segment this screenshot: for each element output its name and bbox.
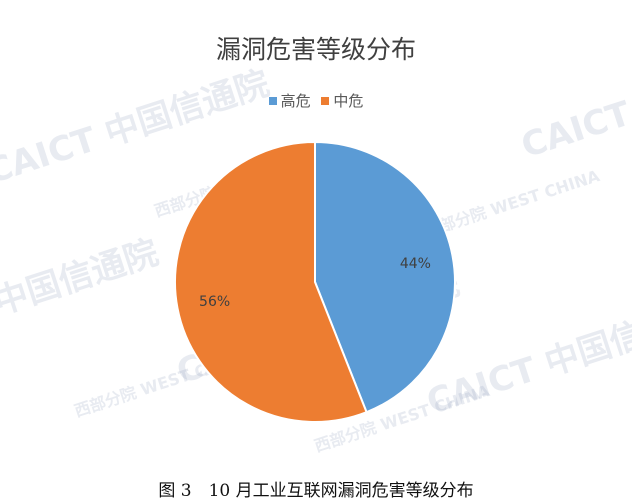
chart-area: CAICT 中国信通院 CAICT 中国信通院 CAICT 中国信通院 CAIC… xyxy=(0,35,632,456)
data-label-high: 44% xyxy=(400,256,431,272)
pie-slice-medium xyxy=(174,140,368,423)
legend: 高危 中危 xyxy=(0,90,632,111)
legend-item-high: 高危 xyxy=(268,90,311,111)
legend-swatch-medium xyxy=(321,96,330,105)
figure-caption: 图 3 10 月工业互联网漏洞危害等级分布 xyxy=(158,481,474,501)
pie-slice-high xyxy=(314,140,456,414)
legend-item-medium: 中危 xyxy=(321,90,363,111)
pie-chart: 44% 56% xyxy=(174,140,456,423)
legend-swatch-high xyxy=(268,96,277,105)
legend-label-medium: 中危 xyxy=(333,92,364,110)
chart-title: 漏洞危害等级分布 xyxy=(215,35,416,64)
legend-label-high: 高危 xyxy=(280,92,311,110)
data-label-medium: 56% xyxy=(199,294,230,310)
